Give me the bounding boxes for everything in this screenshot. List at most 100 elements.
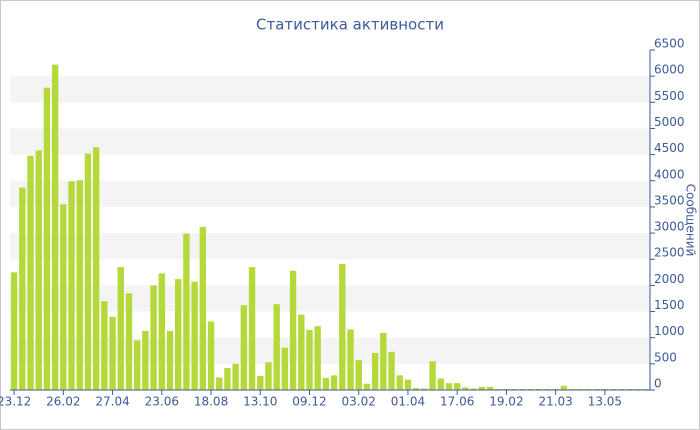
x-tick-label: 13.05 (588, 395, 622, 409)
bar (404, 379, 412, 390)
bar (519, 388, 527, 390)
bar (76, 180, 83, 390)
bar (207, 321, 215, 390)
bar (19, 187, 26, 390)
bar (642, 388, 650, 390)
x-tick-label: 17.06 (440, 395, 474, 409)
bar (478, 386, 485, 390)
bar (166, 330, 174, 390)
bar (593, 388, 600, 390)
bar (289, 270, 297, 390)
bar (437, 378, 444, 390)
bar (552, 388, 559, 390)
bar (601, 388, 609, 390)
bar (568, 388, 576, 390)
x-tick-label: 18.08 (194, 395, 228, 409)
y-tick-label: 2000 (654, 272, 685, 286)
y-tick-label: 4000 (654, 167, 685, 181)
bar (339, 263, 346, 390)
grid-band (10, 285, 650, 312)
bar (117, 267, 124, 390)
y-tick-label: 6000 (654, 63, 685, 77)
x-tick-label: 27.04 (95, 395, 129, 409)
bar (248, 267, 256, 390)
bar (314, 326, 321, 390)
x-tick-label: 09.12 (292, 395, 326, 409)
grid-band (10, 337, 650, 364)
bar (60, 204, 67, 390)
bar (232, 363, 239, 390)
bar (322, 377, 330, 390)
bar (527, 388, 535, 390)
x-tick-label: 19.02 (489, 395, 523, 409)
bar (43, 87, 51, 391)
bar (355, 360, 362, 390)
bar (306, 329, 313, 390)
bar (51, 64, 59, 391)
bar (445, 383, 453, 390)
bar (470, 388, 477, 390)
bar (199, 226, 207, 390)
y-tick-label: 0 (654, 377, 662, 391)
bar (421, 388, 428, 390)
bar (84, 153, 92, 390)
y-tick-label: 3500 (654, 193, 685, 207)
bar (92, 147, 100, 390)
chart-title: Статистика активности (256, 16, 444, 34)
bar (511, 388, 518, 390)
bar (388, 351, 395, 390)
bar (150, 285, 157, 390)
bar (125, 293, 133, 390)
bar (68, 181, 75, 390)
bar (429, 361, 436, 390)
bar (453, 383, 461, 390)
bar (634, 388, 641, 390)
bar (27, 155, 34, 390)
bar (109, 316, 116, 390)
grid-band (10, 128, 650, 155)
y-tick-label: 4500 (654, 141, 685, 155)
bar (347, 329, 354, 390)
bar (560, 385, 568, 390)
bar (371, 352, 379, 390)
bar (486, 386, 494, 390)
bar (101, 301, 108, 390)
x-tick-label: 03.02 (342, 395, 376, 409)
y-tick-label: 5500 (654, 89, 685, 103)
y-tick-label: 500 (654, 350, 677, 364)
y-tick-label: 6500 (654, 37, 685, 51)
bar (412, 387, 420, 390)
bar (577, 388, 584, 390)
y-tick-label: 3000 (654, 220, 685, 234)
x-tick-label: 21.03 (538, 395, 572, 409)
bar (133, 340, 141, 390)
bar (609, 388, 617, 390)
bar (462, 387, 469, 390)
y-tick-label: 2500 (654, 246, 685, 260)
bar (183, 233, 190, 390)
y-tick-label: 1000 (654, 324, 685, 338)
bar (142, 330, 149, 390)
bar (363, 383, 371, 390)
bar (265, 362, 272, 390)
y-tick-label: 5000 (654, 115, 685, 129)
bar (281, 347, 289, 390)
grid-band (10, 180, 650, 207)
bar (240, 305, 248, 390)
y-tick-label: 1500 (654, 298, 685, 312)
x-tick-label: 23.12 (0, 395, 31, 409)
bar (503, 388, 510, 390)
x-tick-label: 26.02 (46, 395, 80, 409)
bar (330, 375, 338, 390)
bar (585, 388, 592, 390)
bar (175, 279, 182, 390)
bar (298, 314, 305, 390)
bar (626, 388, 633, 390)
bar (158, 273, 165, 390)
bar (380, 332, 387, 390)
bar (396, 375, 403, 390)
bar (618, 388, 625, 390)
bar (224, 368, 231, 390)
